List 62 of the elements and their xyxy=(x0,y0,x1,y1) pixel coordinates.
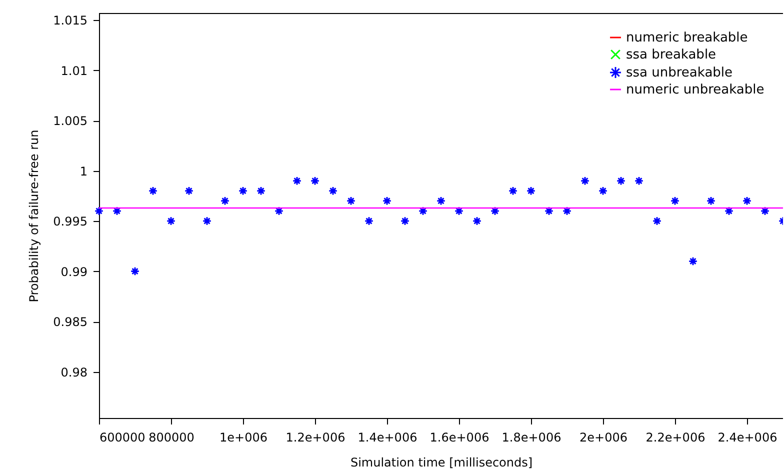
point xyxy=(184,186,194,196)
point xyxy=(112,206,122,216)
x-tick-label: 1.4e+006 xyxy=(358,430,418,444)
point xyxy=(580,176,590,186)
point xyxy=(202,216,212,226)
point xyxy=(238,186,248,196)
point xyxy=(490,206,500,216)
legend-label: numeric breakable xyxy=(626,30,748,46)
y-axis-title: Probability of failure-free run xyxy=(27,130,42,302)
point xyxy=(94,206,104,216)
point xyxy=(562,206,572,216)
point xyxy=(616,176,626,186)
point xyxy=(346,196,356,206)
x-tick-label: 600000 xyxy=(100,430,146,444)
x-tick-label: 1e+006 xyxy=(220,430,268,444)
point xyxy=(598,186,608,196)
x-tick-label: 1.8e+006 xyxy=(502,430,562,444)
point xyxy=(436,196,446,206)
point xyxy=(292,176,302,186)
legend-label: ssa breakable xyxy=(626,48,716,62)
y-tick-label: 0.985 xyxy=(53,315,88,330)
x-tick-label: 2.2e+006 xyxy=(646,430,706,444)
point xyxy=(364,216,374,226)
legend-label: numeric unbreakable xyxy=(626,82,764,98)
point xyxy=(382,196,392,206)
point xyxy=(508,186,518,196)
point xyxy=(454,206,464,216)
point xyxy=(418,206,428,216)
point xyxy=(688,256,698,266)
y-tick-label: 1.015 xyxy=(53,14,88,28)
point xyxy=(544,206,554,216)
point xyxy=(472,216,482,226)
point xyxy=(130,266,140,276)
x-tick-label: 2.4e+006 xyxy=(718,430,778,444)
x-tick-label: 800000 xyxy=(148,430,194,444)
point xyxy=(274,206,284,216)
point xyxy=(220,196,230,206)
point xyxy=(724,206,734,216)
x-tick-label: 1.6e+006 xyxy=(430,430,490,444)
y-tick-label: 1.005 xyxy=(53,114,88,128)
point xyxy=(256,186,266,196)
point xyxy=(760,206,770,216)
x-axis-title: Simulation time [milliseconds] xyxy=(350,456,533,470)
legend-label: ssa unbreakable xyxy=(626,66,733,80)
point xyxy=(310,176,320,186)
y-tick-label: 0.98 xyxy=(60,365,88,380)
x-tick-label: 1.2e+006 xyxy=(286,430,346,444)
y-tick-label: 1.01 xyxy=(60,64,88,78)
y-tick-label: 0.99 xyxy=(60,264,88,279)
point xyxy=(706,196,716,206)
point xyxy=(526,186,536,196)
point xyxy=(148,186,158,196)
point xyxy=(328,186,338,196)
y-tick-label: 1 xyxy=(80,164,88,178)
x-tick-label: 2e+006 xyxy=(580,430,628,444)
point xyxy=(166,216,176,226)
point xyxy=(400,216,410,226)
point xyxy=(652,216,662,226)
y-tick-label: 0.995 xyxy=(53,214,88,229)
point xyxy=(670,196,680,206)
point xyxy=(742,196,752,206)
point xyxy=(634,176,644,186)
